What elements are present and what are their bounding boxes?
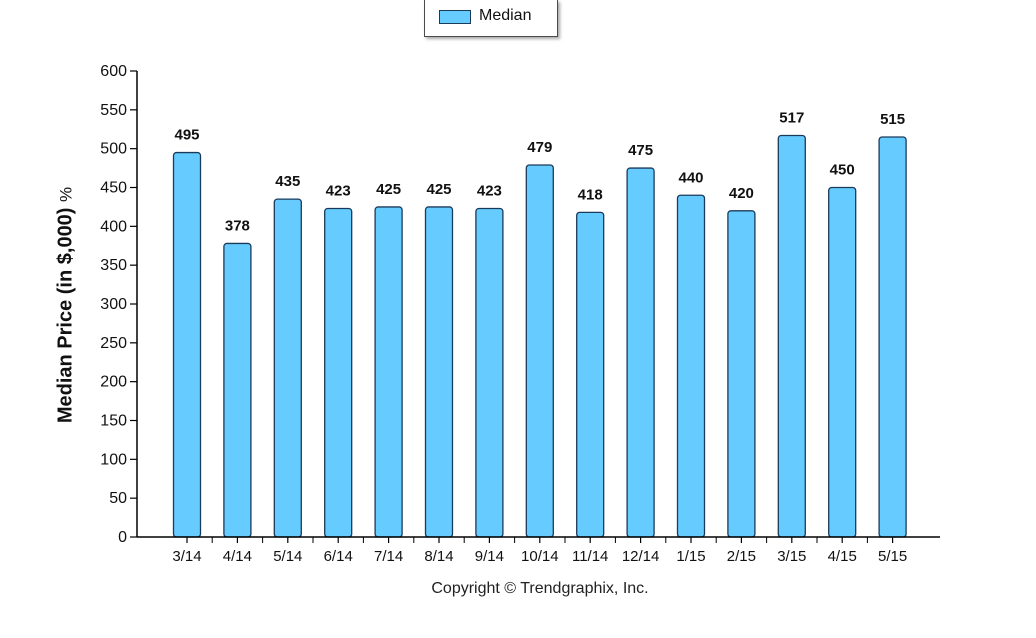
x-tick-label: 4/15: [828, 548, 857, 565]
copyright-footer: Copyright © Trendgraphix, Inc.: [431, 580, 649, 597]
y-axis-ticks: 0 50 100 150 200 250 300 350 400 450 500 550 600: [100, 63, 137, 546]
x-tick-label: 2/15: [727, 548, 756, 565]
bar: [424, 206, 454, 538]
bar: [475, 207, 504, 538]
data-label: 495: [174, 127, 199, 144]
data-label: 450: [830, 162, 855, 179]
x-tick-label: 5/15: [878, 548, 907, 565]
data-label: 425: [376, 181, 401, 198]
bar: [626, 167, 655, 538]
bars: [172, 134, 907, 538]
legend-label-median: Median: [479, 7, 532, 24]
data-label: 517: [779, 109, 804, 126]
bar: [273, 198, 302, 538]
y-tick-label: 550: [100, 102, 127, 119]
bar: [324, 207, 353, 538]
data-label: 475: [628, 142, 653, 159]
bar: [777, 134, 806, 538]
y-tick-label: 0: [118, 529, 127, 546]
data-label: 378: [225, 217, 250, 234]
bar: [676, 194, 706, 538]
x-tick-label: 11/14: [572, 548, 608, 565]
y-axis-title: Median Price (in $,000) %: [55, 187, 78, 423]
legend-swatch-median: [439, 10, 471, 24]
data-label: 479: [527, 139, 552, 156]
y-tick-label: 450: [100, 180, 127, 197]
data-label: 425: [426, 181, 451, 198]
y-tick-label: 350: [100, 257, 127, 274]
bar: [172, 151, 202, 538]
y-tick-label: 150: [100, 413, 127, 430]
y-tick-label: 600: [100, 63, 127, 80]
x-axis-ticks: 3/14 4/14 5/14 6/14 7/14 8/14 9/14 10/14 11/14 12…: [172, 537, 907, 565]
x-tick-label: 10/14: [521, 548, 559, 565]
y-tick-label: 100: [100, 451, 127, 468]
bar: [223, 242, 252, 538]
y-tick-label: 300: [100, 296, 127, 313]
x-tick-label: 7/14: [374, 548, 403, 565]
data-label: 515: [880, 111, 905, 128]
legend: Median: [424, 0, 558, 37]
y-tick-label: 400: [100, 218, 127, 235]
x-tick-label: 5/14: [273, 548, 302, 565]
data-label: 440: [678, 169, 703, 186]
x-tick-label: 12/14: [622, 548, 660, 565]
x-tick-label: 6/14: [324, 548, 353, 565]
x-tick-label: 4/14: [223, 548, 252, 565]
y-axis-title-unit: %: [56, 186, 76, 202]
y-tick-label: 50: [109, 490, 127, 507]
x-tick-label: 3/15: [777, 548, 806, 565]
data-label: 423: [326, 182, 351, 199]
data-label: 435: [275, 173, 300, 190]
data-labels: 495 378 435 423 425 425 423 479 418 475 440 420 517 4…: [174, 109, 905, 234]
y-tick-label: 200: [100, 374, 127, 391]
y-tick-label: 500: [100, 141, 127, 158]
bar: [878, 136, 907, 538]
y-tick-label: 250: [100, 335, 127, 352]
data-label: 418: [578, 186, 603, 203]
data-label: 423: [477, 182, 502, 199]
bar: [525, 164, 554, 538]
x-tick-label: 8/14: [424, 548, 453, 565]
data-label: 420: [729, 185, 754, 202]
bar: [727, 210, 756, 538]
y-axis-title-text: Median Price (in $,000): [54, 207, 77, 424]
bar: [576, 211, 605, 538]
x-tick-label: 9/14: [475, 548, 504, 565]
bar: [828, 186, 857, 538]
x-tick-label: 3/14: [172, 548, 201, 565]
bar: [374, 206, 403, 538]
x-tick-label: 1/15: [676, 548, 705, 565]
